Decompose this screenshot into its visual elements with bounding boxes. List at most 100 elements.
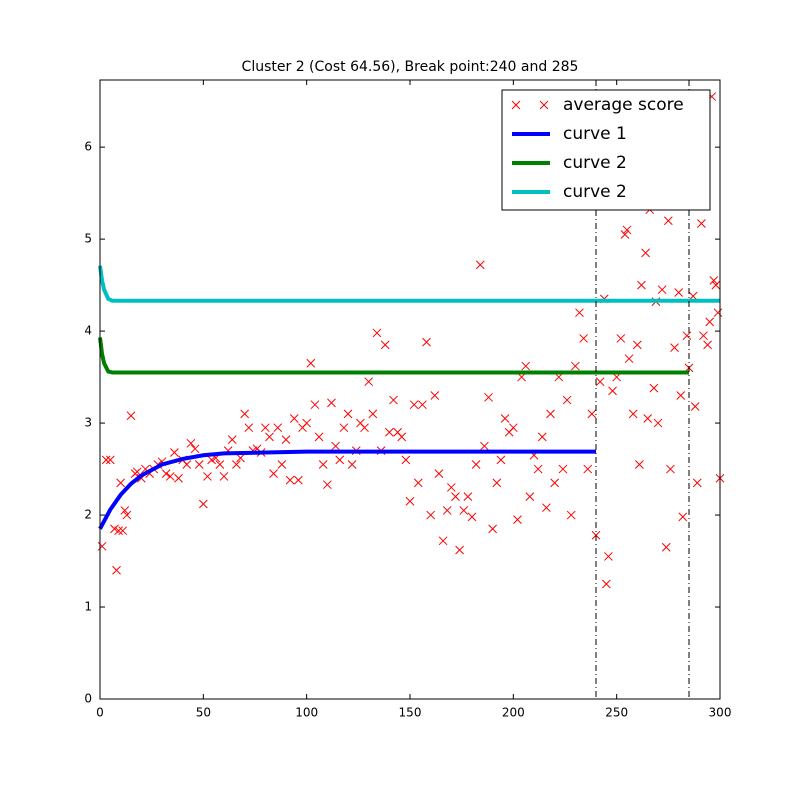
data-point <box>285 475 295 485</box>
data-point <box>335 455 345 465</box>
data-point <box>269 469 278 479</box>
x-tick-label: 300 <box>709 706 732 720</box>
data-point <box>542 503 551 513</box>
data-point <box>401 455 411 465</box>
data-point <box>426 510 436 520</box>
data-point <box>97 541 107 551</box>
data-point <box>697 219 706 228</box>
data-point <box>635 460 644 469</box>
data-point <box>397 432 407 442</box>
data-point <box>194 460 204 469</box>
data-point <box>711 280 721 290</box>
data-point <box>562 395 572 405</box>
data-point <box>663 216 673 226</box>
data-point <box>302 418 312 428</box>
data-point <box>322 480 332 490</box>
data-point <box>105 455 115 465</box>
data-point <box>422 337 431 347</box>
data-point <box>521 361 531 371</box>
y-tick-label: 0 <box>84 692 92 706</box>
data-point <box>294 475 303 485</box>
data-point <box>232 460 241 469</box>
data-point <box>616 334 626 343</box>
data-point <box>409 400 419 410</box>
data-point <box>637 280 646 290</box>
data-point <box>314 432 324 442</box>
data-point <box>174 473 183 483</box>
data-point <box>418 400 427 410</box>
data-point <box>306 358 316 368</box>
data-point <box>114 526 123 536</box>
data-point <box>170 448 179 457</box>
data-point <box>480 441 489 451</box>
data-point <box>122 510 132 520</box>
data-point <box>240 409 250 419</box>
legend-marker <box>511 100 549 110</box>
y-tick-label: 3 <box>84 416 92 430</box>
data-point <box>595 377 605 387</box>
data-point <box>496 455 506 465</box>
data-point <box>236 453 245 463</box>
data-point <box>546 409 555 419</box>
data-point <box>455 545 464 555</box>
data-point <box>703 340 712 350</box>
data-point <box>492 478 502 488</box>
curve <box>98 337 689 375</box>
data-point <box>186 438 196 448</box>
data-point <box>101 455 111 465</box>
curve <box>98 449 596 530</box>
data-point <box>475 260 485 270</box>
data-point <box>277 460 287 469</box>
data-point <box>513 515 522 524</box>
data-point <box>446 483 456 492</box>
data-point <box>384 427 394 437</box>
data-point <box>380 340 390 350</box>
legend-label: curve 2 <box>563 182 627 202</box>
data-point <box>709 276 719 285</box>
data-point <box>587 409 597 419</box>
data-point <box>331 441 340 451</box>
data-point <box>508 423 518 433</box>
data-point <box>126 411 136 421</box>
data-point <box>713 308 723 318</box>
data-point <box>620 230 630 239</box>
data-point <box>699 331 708 341</box>
data-point <box>579 334 588 343</box>
data-point <box>118 526 128 536</box>
curve <box>98 265 720 303</box>
data-point <box>471 460 481 469</box>
data-point <box>533 464 543 474</box>
data-point <box>676 391 686 400</box>
data-point <box>632 340 642 350</box>
data-point <box>244 423 254 433</box>
chart-title: Cluster 2 (Cost 64.56), Break point:240 … <box>242 59 579 75</box>
data-point <box>182 460 192 469</box>
data-point <box>705 317 715 327</box>
data-point <box>372 328 382 338</box>
data-point <box>624 354 634 364</box>
data-point <box>690 402 700 411</box>
x-tick-label: 150 <box>399 706 422 720</box>
y-tick-label: 2 <box>84 508 92 522</box>
data-point <box>165 472 175 481</box>
data-point <box>692 478 702 488</box>
data-point <box>608 386 617 396</box>
data-point <box>265 432 274 442</box>
data-point <box>161 469 171 479</box>
data-point <box>413 478 423 488</box>
data-point <box>550 478 560 488</box>
data-point <box>310 400 320 410</box>
data-point <box>116 478 126 488</box>
data-point <box>112 565 121 575</box>
data-point <box>360 423 369 433</box>
data-point <box>575 308 584 318</box>
data-point <box>339 423 349 433</box>
data-point <box>674 288 684 297</box>
x-tick-label: 250 <box>605 706 628 720</box>
data-point <box>318 460 328 469</box>
legend-label: curve 1 <box>563 124 627 144</box>
x-tick-label: 50 <box>196 706 211 720</box>
y-tick-label: 4 <box>84 324 92 338</box>
data-point <box>678 512 688 522</box>
